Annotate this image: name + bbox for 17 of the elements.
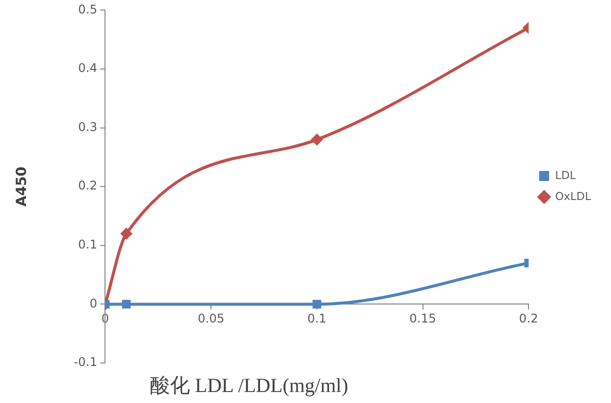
- y-tick-label: 0.5: [78, 2, 98, 16]
- point: [311, 134, 322, 146]
- y-tick-label: 0.2: [78, 178, 98, 193]
- y-axis-title: A450: [14, 166, 30, 207]
- y-tick-label: -0.1: [74, 355, 98, 370]
- x-tick-label: 0.05: [198, 312, 224, 326]
- x-axis-title: 酸化 LDL /LDL(mg/ml): [150, 374, 348, 399]
- x-tick-label: 0.1: [307, 312, 326, 326]
- legend-label: OxLDL: [555, 190, 592, 203]
- y-tick-label: 0.1: [78, 238, 98, 252]
- y-tick-label: 0.4: [78, 61, 98, 76]
- y-tick-label: 0.3: [78, 120, 98, 134]
- x-tick-label: 0.2: [519, 312, 538, 326]
- legend-label: LDL: [555, 168, 577, 182]
- x-tick-label: 0.15: [409, 312, 436, 326]
- point: [120, 228, 132, 240]
- y-tick-label: 0: [90, 296, 98, 310]
